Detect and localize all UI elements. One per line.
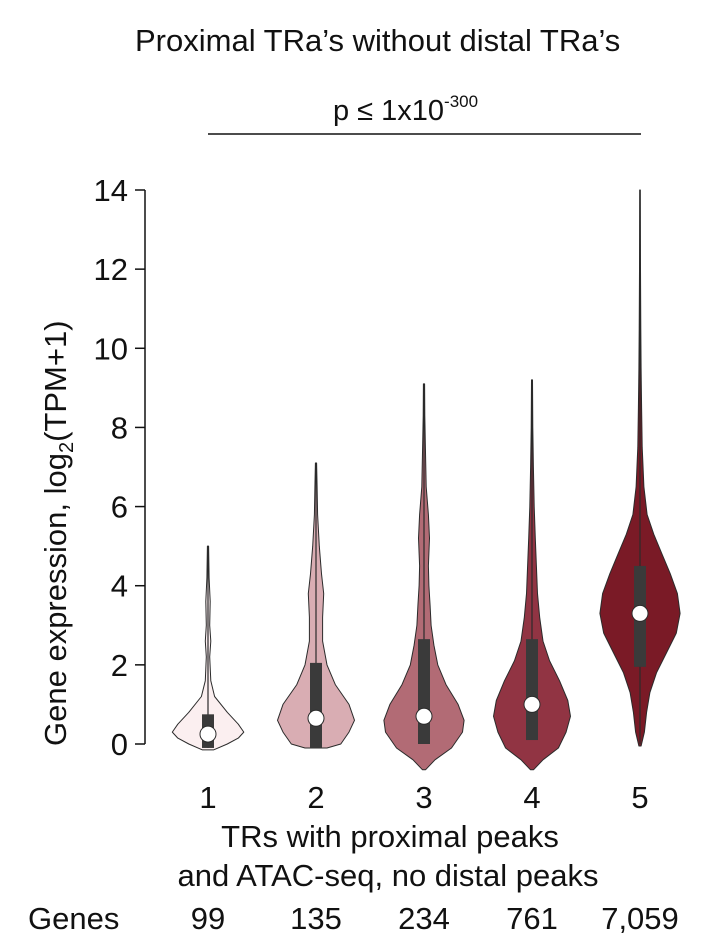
x-axis-label-line-1: TRs with proximal peaks	[221, 819, 559, 854]
x-tick-label-4: 4	[523, 780, 540, 815]
median-point-5	[631, 604, 649, 622]
y-axis-label-subscript: 2	[56, 442, 78, 453]
median-point-3	[415, 707, 433, 725]
gene-count-4: 761	[506, 901, 558, 936]
iqr-box-2	[310, 662, 322, 748]
p-value-label: p ≤ 1x10-300	[333, 92, 478, 127]
x-tick-labels: 1 2 3 4 5	[199, 780, 648, 815]
x-tick-label-2: 2	[307, 780, 324, 815]
x-axis-label-line-2: and ATAC-seq, no distal peaks	[177, 858, 598, 893]
violins	[171, 189, 681, 771]
y-tick-label-2: 2	[111, 648, 128, 683]
y-tick-label-12: 12	[94, 252, 128, 287]
y-tick-label-0: 0	[111, 727, 128, 762]
y-tick-label-4: 4	[111, 569, 128, 604]
y-axis-label: Gene expression, log2(TPM+1)	[38, 320, 78, 746]
y-axis: 0 2 4 6 8 10 12 14	[94, 173, 146, 762]
x-tick-label-1: 1	[199, 780, 216, 815]
median-point-1	[199, 725, 217, 743]
y-axis-label-main: Gene expression, log	[38, 453, 73, 746]
y-axis-label-tail: (TPM+1)	[38, 320, 73, 441]
significance-annotation: p ≤ 1x10-300	[208, 92, 641, 135]
p-value-exponent: -300	[444, 92, 478, 111]
chart-title: Proximal TRa’s without distal TRa’s	[135, 23, 620, 58]
y-tick-label-10: 10	[94, 331, 128, 366]
gene-count-1: 99	[191, 901, 225, 936]
genes-row-label: Genes	[28, 901, 119, 936]
iqr-box-3	[418, 639, 430, 744]
y-tick-label-8: 8	[111, 410, 128, 445]
median-point-2	[307, 709, 325, 727]
y-tick-label-6: 6	[111, 490, 128, 525]
gene-count-5: 7,059	[601, 901, 679, 936]
p-value-prefix: p ≤ 1x10	[333, 95, 444, 127]
x-tick-label-3: 3	[415, 780, 432, 815]
gene-count-2: 135	[290, 901, 342, 936]
gene-counts: 99 135 234 761 7,059	[191, 901, 679, 936]
median-point-4	[523, 695, 541, 713]
y-tick-label-14: 14	[94, 173, 128, 208]
iqr-box-4	[526, 639, 538, 741]
gene-count-3: 234	[398, 901, 450, 936]
x-tick-label-5: 5	[631, 780, 648, 815]
